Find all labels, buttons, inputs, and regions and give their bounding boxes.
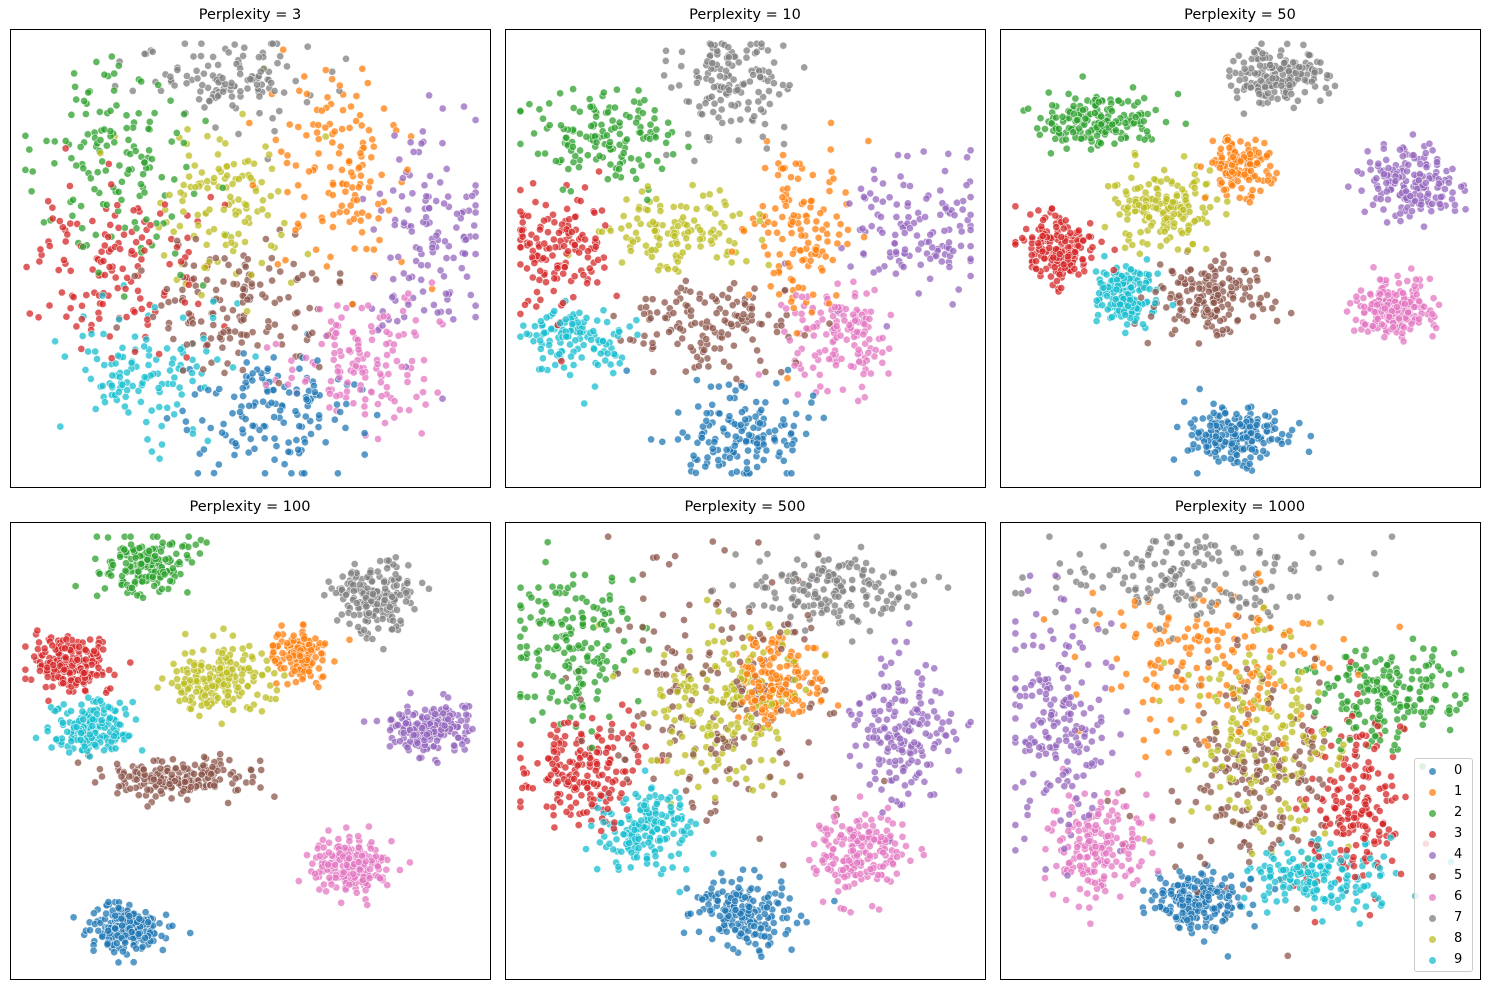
subplot-title: Perplexity = 50 [1184,7,1296,23]
legend-item-6: 6 [1415,888,1472,909]
marker-icon [1429,915,1436,922]
scatter-axes [10,522,491,980]
subplot-title: Perplexity = 3 [198,7,302,23]
subplot-perplexity-10: Perplexity = 10 [505,0,986,490]
legend-item-2: 2 [1415,804,1472,825]
subplot-title: Perplexity = 500 [684,499,806,515]
marker-icon [1429,936,1436,943]
scatter-points [1011,532,1470,961]
scatter-axes [1000,29,1481,488]
subplot-perplexity-3: Perplexity = 3 [10,0,491,490]
scatter-points [1011,39,1470,478]
marker-icon [1429,894,1436,901]
legend-item-3: 3 [1415,825,1472,846]
legend-item-7: 7 [1415,909,1472,930]
legend-item-4: 4 [1415,846,1472,867]
subplot-perplexity-100: Perplexity = 100 [10,495,491,985]
legend-item-9: 9 [1415,951,1472,972]
scatter-points [516,39,975,478]
marker-icon [1429,768,1436,775]
legend: 0 1 2 3 4 5 6 7 8 9 [1414,758,1473,972]
subplot-perplexity-1000: Perplexity = 1000 [1000,495,1481,985]
marker-icon [1429,852,1436,859]
subplot-title: Perplexity = 10 [689,7,801,23]
scatter-axes [505,29,986,488]
scatter-points [21,39,480,478]
marker-icon [1429,957,1436,964]
subplot-title: Perplexity = 100 [189,499,311,515]
subplot-perplexity-500: Perplexity = 500 [505,495,986,985]
legend-item-1: 1 [1415,783,1472,804]
scatter-axes [505,522,986,980]
legend-item-0: 0 [1415,762,1472,783]
legend-item-8: 8 [1415,930,1472,951]
marker-icon [1429,831,1436,838]
scatter-points [516,532,975,961]
scatter-points [21,532,477,967]
subplot-title: Perplexity = 1000 [1174,499,1306,515]
scatter-axes [1000,522,1481,980]
marker-icon [1429,789,1436,796]
scatter-axes [10,29,491,488]
marker-icon [1429,873,1436,880]
legend-item-5: 5 [1415,867,1472,888]
subplot-perplexity-50: Perplexity = 50 [1000,0,1481,490]
marker-icon [1429,810,1436,817]
